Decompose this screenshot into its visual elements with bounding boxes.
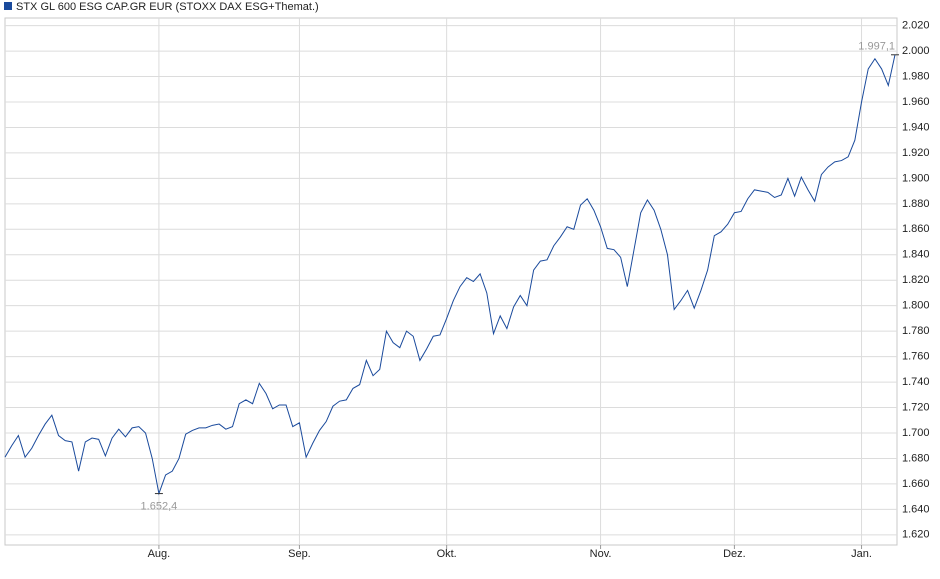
x-tick-label: Dez. bbox=[723, 548, 746, 560]
y-tick-label: 1.940 bbox=[902, 121, 930, 133]
y-tick-label: 1.640 bbox=[902, 503, 930, 515]
y-tick-label: 1.800 bbox=[902, 300, 930, 312]
x-tick-label: Okt. bbox=[437, 548, 457, 560]
y-tick-label: 1.740 bbox=[902, 376, 930, 388]
y-tick-label: 1.920 bbox=[902, 147, 930, 159]
annotation: 1.997,1 bbox=[858, 41, 895, 53]
x-tick-label: Sep. bbox=[288, 548, 311, 560]
y-tick-label: 1.840 bbox=[902, 249, 930, 261]
y-tick-label: 1.660 bbox=[902, 478, 930, 490]
legend-label: STX GL 600 ESG CAP.GR EUR (STOXX DAX ESG… bbox=[16, 1, 319, 13]
y-tick-label: 1.780 bbox=[902, 325, 930, 337]
y-tick-label: 1.680 bbox=[902, 452, 930, 464]
y-tick-label: 2.000 bbox=[902, 45, 930, 57]
y-tick-label: 2.020 bbox=[902, 20, 930, 32]
y-tick-label: 1.980 bbox=[902, 70, 930, 82]
y-tick-label: 1.760 bbox=[902, 351, 930, 363]
y-tick-label: 1.720 bbox=[902, 401, 930, 413]
y-tick-label: 1.900 bbox=[902, 172, 930, 184]
y-tick-label: 1.620 bbox=[902, 529, 930, 541]
legend-swatch bbox=[4, 2, 12, 10]
y-tick-label: 1.960 bbox=[902, 96, 930, 108]
annotation: 1.652,4 bbox=[141, 500, 178, 512]
y-tick-label: 1.860 bbox=[902, 223, 930, 235]
x-tick-label: Nov. bbox=[590, 548, 612, 560]
line-series bbox=[4, 54, 896, 496]
plot-area bbox=[4, 17, 898, 546]
y-tick-label: 1.700 bbox=[902, 427, 930, 439]
y-tick-label: 1.880 bbox=[902, 198, 930, 210]
x-tick-label: Aug. bbox=[148, 548, 171, 560]
x-tick-label: Jan. bbox=[851, 548, 872, 560]
y-tick-label: 1.820 bbox=[902, 274, 930, 286]
